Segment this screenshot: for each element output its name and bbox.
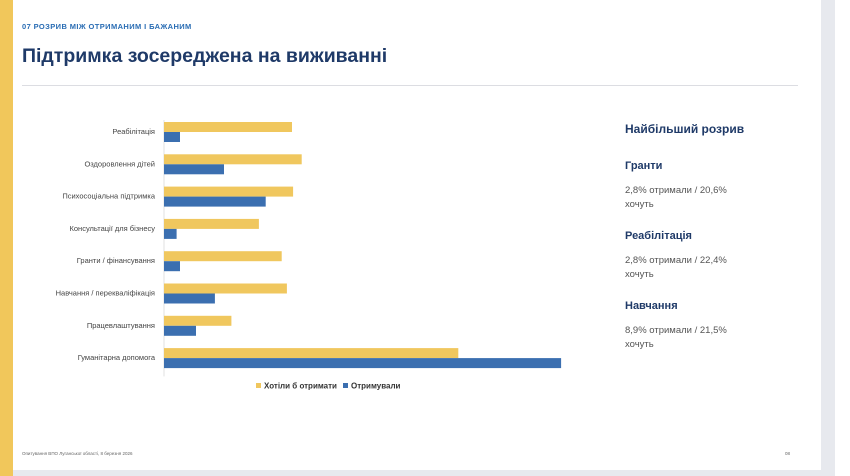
- gap-item-line2: хочуть: [625, 269, 654, 280]
- gap-item-line1: 8,9% отримали / 21,5%: [625, 325, 727, 336]
- category-label: Оздоровлення дітей: [84, 159, 155, 168]
- category-label: Гранти / фінансування: [77, 256, 155, 265]
- bar-received: [164, 132, 180, 142]
- bar-wanted: [164, 348, 459, 359]
- bar-wanted: [164, 283, 287, 294]
- bar-received: [164, 358, 562, 369]
- category-label: Реабілітація: [112, 127, 155, 136]
- gap-item-training: Навчання 8,9% отримали / 21,5% хочуть: [625, 300, 805, 352]
- category-label: Працевлаштування: [87, 321, 155, 330]
- gap-item-text: 2,8% отримали / 20,6% хочуть: [625, 184, 805, 212]
- footer-source: Опитування ВПО Луганської області, 8 бер…: [22, 451, 133, 456]
- bar-chart: Реабілітація Оздоровлення дітей Психосоціа…: [56, 120, 562, 391]
- gap-item-name: Гранти: [625, 160, 663, 172]
- page-title: Підтримка зосереджена на виживанні: [22, 45, 388, 67]
- category-label: Гуманітарна допомога: [78, 353, 156, 362]
- scrollbar[interactable]: [835, 0, 850, 476]
- legend-label: Хотіли б отримати: [264, 382, 337, 391]
- gap-panel-heading: Найбільший розрив: [625, 122, 745, 136]
- gap-item-name: Реабілітація: [625, 230, 692, 242]
- gap-item-name: Навчання: [625, 300, 678, 312]
- bar-wanted: [164, 122, 292, 132]
- gap-item-line1: 2,8% отримали / 20,6%: [625, 185, 727, 196]
- category-label: Психосоціальна підтримка: [62, 192, 155, 201]
- bar-received: [164, 164, 224, 175]
- gap-item-line2: хочуть: [625, 339, 654, 350]
- title-divider: [22, 85, 798, 86]
- bar-received: [164, 293, 215, 304]
- legend-swatch: [343, 383, 348, 388]
- bar-received: [164, 196, 266, 207]
- bar-wanted: [164, 251, 282, 262]
- page-number: 08: [785, 451, 791, 456]
- left-accent-bar: [0, 0, 13, 476]
- legend-swatch: [256, 383, 261, 388]
- bar-received: [164, 325, 196, 336]
- gap-item-text: 8,9% отримали / 21,5% хочуть: [625, 324, 805, 352]
- section-kicker: 07 РОЗРИВ МІЖ ОТРИМАНИМ І БАЖАНИМ: [22, 22, 192, 31]
- gap-item-rehab: Реабілітація 2,8% отримали / 22,4% хочут…: [625, 230, 805, 282]
- gap-item-text: 2,8% отримали / 22,4% хочуть: [625, 254, 805, 282]
- bar-received: [164, 228, 177, 239]
- bar-wanted: [164, 154, 302, 165]
- gap-panel: Найбільший розрив Гранти 2,8% отримали /…: [625, 122, 805, 370]
- category-label: Навчання / перекваліфікація: [56, 289, 155, 298]
- gap-item-grants: Гранти 2,8% отримали / 20,6% хочуть: [625, 160, 805, 212]
- bar-wanted: [164, 218, 259, 229]
- category-label: Консультації для бізнесу: [70, 224, 156, 233]
- gap-item-line2: хочуть: [625, 199, 654, 210]
- bar-wanted: [164, 186, 294, 197]
- slide: [13, 0, 821, 470]
- gap-item-line1: 2,8% отримали / 22,4%: [625, 255, 727, 266]
- legend-label: Отримували: [351, 382, 401, 391]
- bar-wanted: [164, 315, 232, 326]
- bar-received: [164, 261, 180, 272]
